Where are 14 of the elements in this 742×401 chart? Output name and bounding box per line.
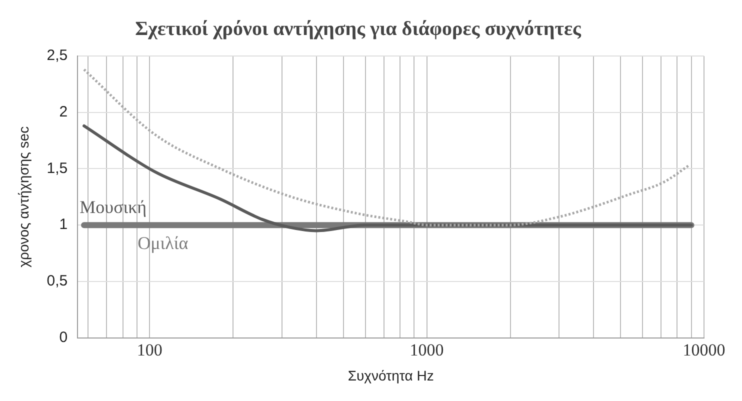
y-tick-label: 0,5 — [46, 272, 68, 290]
y-tick-label: 2,5 — [46, 47, 68, 64]
x-tick-label: 100 — [136, 340, 162, 360]
series-label: Ομιλία — [138, 232, 189, 253]
x-axis-title: Συχνότητα Hz — [348, 367, 434, 384]
y-tick-label: 0 — [59, 328, 68, 346]
series-label: Μουσική — [80, 196, 147, 217]
y-tick-label: 2 — [59, 104, 68, 120]
chart-title: Σχετικοί χρόνοι αντήχησης για διάφορες συχνότητες — [135, 18, 582, 40]
x-tick-label: 10000 — [682, 340, 726, 360]
x-tick-label: 1000 — [410, 340, 444, 360]
y-tick-label: 1 — [59, 216, 68, 234]
y-axis-title: χρονος αντήχησης sec — [15, 126, 32, 268]
y-tick-label: 1,5 — [46, 160, 68, 177]
